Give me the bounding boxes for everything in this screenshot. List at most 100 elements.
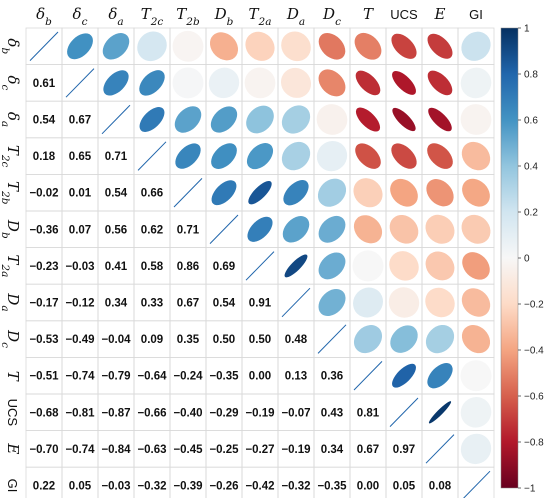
correlation-value: 0.71	[177, 224, 200, 236]
row-label: δa	[0, 112, 22, 127]
correlation-value: −0.24	[173, 371, 203, 383]
correlation-value: −0.36	[29, 224, 58, 236]
row-label: UCS	[5, 399, 20, 427]
column-label: Dc	[322, 5, 341, 28]
correlation-ellipse	[461, 141, 491, 171]
row-label: T2b	[0, 181, 22, 205]
correlation-ellipse	[460, 433, 492, 465]
column-label: T2a	[249, 5, 272, 28]
labels-layer: δb δc δa T2c T2b Db T2a Da Dc T UCS E GIδbδcδaT2cT2b…	[0, 5, 483, 492]
column-label: T2c	[141, 5, 164, 28]
correlation-ellipse	[209, 32, 239, 61]
row-label-group: δc	[0, 75, 22, 90]
correlation-ellipse	[461, 325, 491, 354]
row-label-group: T2b	[0, 181, 22, 205]
correlation-ellipse	[246, 143, 274, 170]
correlation-value: −0.87	[101, 407, 130, 419]
row-label: E	[4, 442, 22, 454]
correlation-ellipse	[208, 67, 240, 99]
correlation-ellipse	[282, 216, 310, 243]
correlation-value: −0.02	[29, 188, 58, 200]
colorbar-tick-label: −0.6	[524, 392, 544, 403]
correlation-value: 0.07	[69, 224, 91, 236]
correlation-value: 0.35	[177, 334, 200, 346]
diagonal-mark	[389, 397, 419, 427]
column-label: T	[363, 5, 374, 23]
correlation-ellipse	[392, 70, 416, 95]
correlation-value: 0.81	[357, 407, 380, 419]
colorbar-tick-label: 0.6	[524, 116, 538, 127]
correlation-ellipse	[246, 105, 274, 134]
correlation-value: 0.13	[285, 371, 307, 383]
correlation-value: −0.70	[29, 444, 58, 456]
correlation-ellipse	[316, 140, 348, 172]
correlation-value: 0.91	[249, 298, 272, 310]
correlation-value: 0.61	[33, 78, 56, 90]
correlation-ellipse	[318, 69, 346, 97]
correlation-value: −0.64	[137, 371, 167, 383]
correlation-ellipse	[425, 251, 455, 281]
correlation-ellipse	[248, 180, 272, 205]
correlation-ellipse	[139, 107, 165, 132]
correlation-value: 0.67	[177, 298, 199, 310]
correlation-ellipse	[352, 250, 384, 282]
correlation-value: −0.32	[137, 481, 166, 493]
correlation-ellipse	[427, 363, 453, 389]
correlation-value: 0.05	[69, 481, 92, 493]
correlation-value: −0.29	[209, 407, 238, 419]
correlation-ellipse	[245, 31, 275, 61]
correlation-ellipse	[139, 70, 165, 96]
correlation-ellipse	[318, 252, 346, 280]
correlation-value: 0.50	[213, 334, 235, 346]
correlation-value: 0.54	[213, 298, 236, 310]
grid-cell	[457, 466, 495, 498]
correlation-value: 0.08	[429, 481, 452, 493]
diagonal-mark	[281, 287, 311, 318]
grid-layer	[25, 27, 495, 498]
correlation-ellipse	[425, 214, 455, 244]
colorbar-tick-label: 0.4	[524, 162, 538, 173]
correlation-value: −0.40	[173, 407, 202, 419]
column-label: T2b	[176, 5, 200, 28]
correlation-value: −0.39	[173, 481, 202, 493]
diagonal-mark	[101, 104, 131, 135]
row-label: T2a	[0, 254, 22, 277]
correlation-ellipse	[355, 70, 381, 96]
correlation-ellipse	[284, 254, 308, 278]
correlation-ellipse	[137, 31, 167, 62]
row-label: Dc	[0, 329, 22, 348]
correlation-value: −0.79	[101, 371, 130, 383]
correlation-value: 0.09	[141, 334, 163, 346]
correlation-ellipse	[103, 70, 129, 96]
correlation-ellipse	[353, 287, 383, 318]
column-label: δc	[73, 5, 88, 28]
correlation-value: −0.32	[281, 481, 310, 493]
correlation-value: −0.68	[29, 407, 59, 419]
row-label-group: δb	[0, 38, 22, 54]
correlation-value: −0.42	[245, 481, 274, 493]
correlation-ellipse	[355, 143, 381, 169]
row-label: GI	[5, 479, 20, 493]
correlation-ellipse	[211, 143, 237, 169]
correlation-ellipse	[460, 360, 492, 392]
correlation-value: −0.74	[65, 444, 95, 456]
correlation-ellipse	[388, 287, 420, 318]
diagonal-mark	[209, 214, 239, 244]
correlation-value: −0.12	[65, 298, 94, 310]
colorbar-tick-label: 1	[524, 24, 530, 35]
column-label: Db	[214, 5, 234, 28]
correlation-ellipse	[392, 363, 416, 388]
correlation-value: 0.58	[141, 261, 164, 273]
correlation-value: 0.65	[69, 151, 92, 163]
correlation-ellipse	[283, 180, 309, 206]
correlation-ellipse	[427, 33, 453, 59]
correlation-value: −0.07	[281, 407, 310, 419]
row-label-group: Da	[0, 292, 22, 311]
correlation-value: −0.35	[317, 481, 347, 493]
correlation-ellipse	[392, 107, 416, 132]
row-label-group: Db	[0, 219, 22, 239]
correlation-value: −0.03	[65, 261, 94, 273]
colorbar-gradient	[500, 27, 519, 489]
row-label: Da	[0, 292, 22, 311]
correlation-value: −0.66	[137, 407, 166, 419]
